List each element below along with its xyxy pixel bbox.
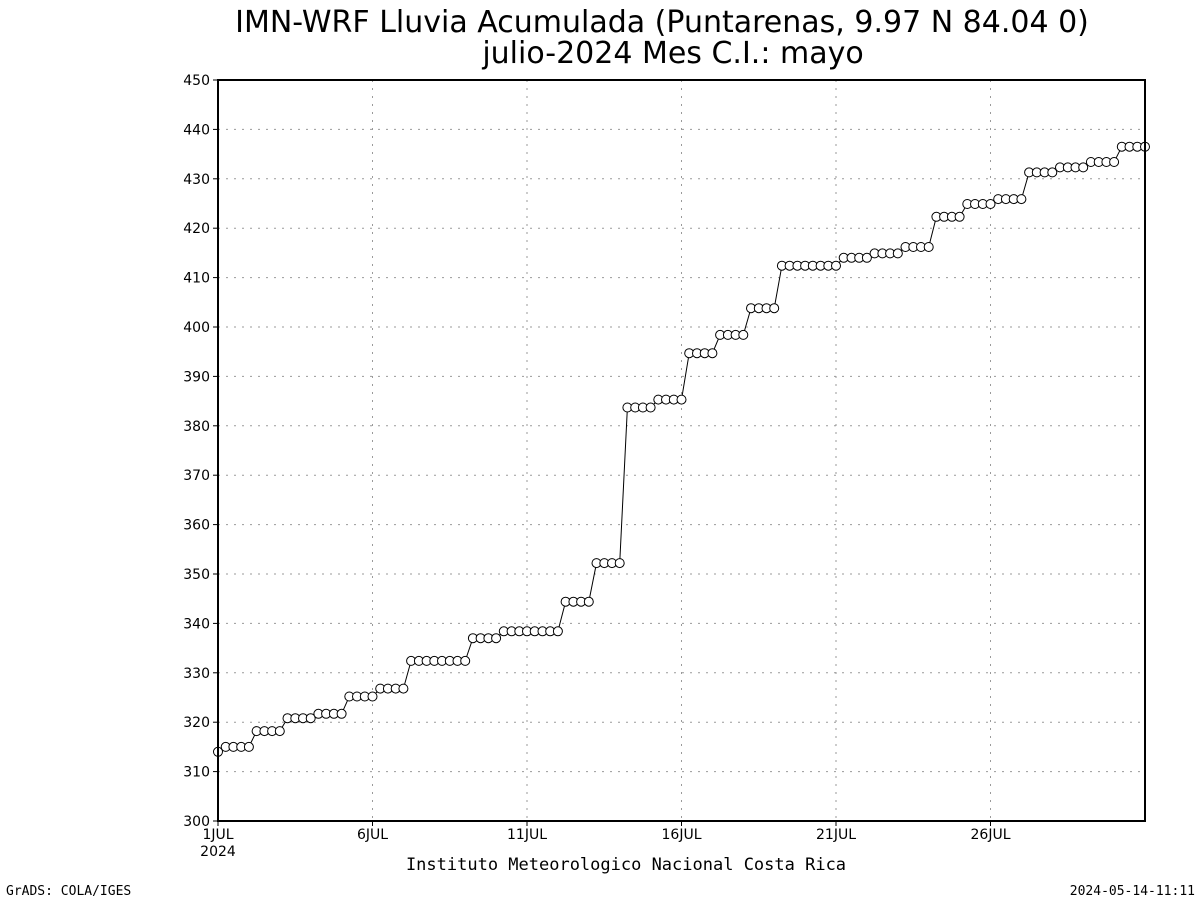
data-point [954,211,965,222]
y-tick-label: 310 [183,765,210,781]
data-point [1047,167,1058,178]
x-tick-label: 16JUL [662,827,702,843]
data-point [861,252,872,263]
x-axis-label: Instituto Meteorologico Nacional Costa R… [406,855,846,875]
y-tick-label: 380 [183,419,210,435]
x-tick-label: 11JUL [507,827,547,843]
data-point [831,260,841,271]
series-accumulated-rain [213,141,1150,757]
data-point [985,199,996,209]
footer-timestamp: 2024-05-14-11:11 [1070,884,1195,899]
x-tick-year-label: 2024 [200,844,236,860]
data-point [738,329,749,340]
data-point [367,691,378,702]
data-point [1078,162,1089,173]
y-tick-label: 440 [183,122,210,138]
footer-credit: GrADS: COLA/IGES [6,884,131,899]
chart-title: IMN-WRF Lluvia Acumulada (Puntarenas, 9.… [235,5,1089,40]
data-point [645,402,656,413]
data-point [1016,194,1027,205]
data-point [769,303,780,314]
data-point [892,248,903,259]
y-tick-label: 430 [183,172,210,188]
y-axis-ticks: 300 310 320 330 340 350 360 370 380 390 400 410 420 4… [183,73,218,830]
data-point [336,708,347,719]
data-point [305,713,316,724]
data-point [552,626,563,637]
data-point [583,596,594,607]
data-point [614,558,625,569]
grid-lines [218,80,1145,821]
x-tick-label: 1JUL [202,827,233,843]
plot-frame [217,79,1146,822]
y-tick-label: 340 [183,616,210,632]
data-point [491,633,502,644]
y-tick-label: 400 [183,320,210,336]
data-point [1109,157,1120,167]
x-tick-label: 26JUL [971,827,1011,843]
y-tick-label: 410 [183,271,210,287]
y-tick-label: 370 [183,468,210,484]
y-tick-label: 320 [183,715,210,731]
chart-subtitle: julio-2024 Mes C.I.: mayo [481,36,863,71]
data-point [274,726,285,737]
data-point [707,348,718,359]
data-point [460,655,471,666]
data-point [243,741,254,752]
y-tick-label: 350 [183,567,210,583]
data-point [676,394,687,405]
x-tick-label: 21JUL [816,827,856,843]
y-tick-label: 390 [183,369,210,385]
data-point [398,683,409,694]
y-tick-label: 420 [183,221,210,237]
x-tick-label: 6JUL [357,827,388,843]
y-tick-label: 360 [183,518,210,534]
data-point [923,242,934,252]
y-tick-label: 450 [183,73,210,89]
y-tick-label: 300 [183,814,210,830]
y-tick-label: 330 [183,666,210,682]
